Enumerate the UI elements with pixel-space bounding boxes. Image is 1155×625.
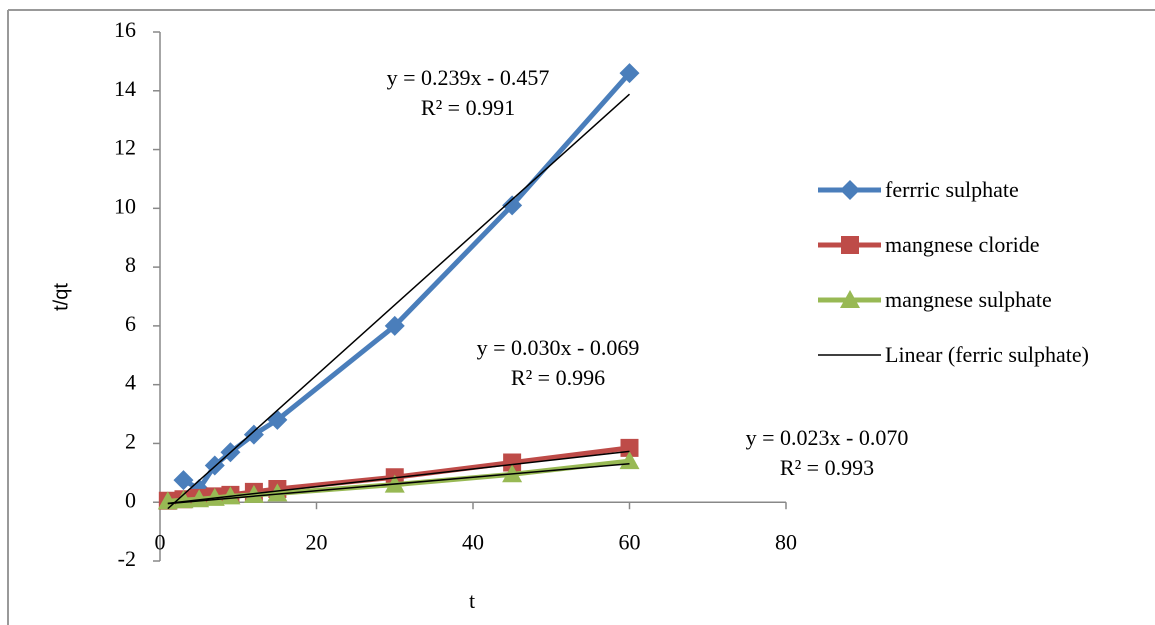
x-tick-label: 80 bbox=[775, 529, 797, 554]
data-point bbox=[173, 470, 194, 491]
annotation: y = 0.239x - 0.457 bbox=[387, 65, 550, 90]
legend-entry: Linear (ferric sulphate) bbox=[815, 337, 1135, 392]
legend-key bbox=[818, 236, 881, 254]
annotation: y = 0.030x - 0.069 bbox=[477, 335, 640, 360]
y-tick-label: 10 bbox=[114, 193, 136, 218]
x-tick-label: 60 bbox=[619, 529, 641, 554]
trendline bbox=[167, 462, 630, 505]
data-point bbox=[189, 489, 210, 508]
data-point bbox=[204, 487, 225, 506]
data-point bbox=[619, 63, 640, 84]
legend-key bbox=[818, 354, 881, 356]
annotation: R² = 0.996 bbox=[511, 365, 605, 390]
annotation: R² = 0.991 bbox=[421, 95, 515, 120]
legend-marker bbox=[840, 180, 860, 200]
y-tick-label: 2 bbox=[125, 428, 136, 453]
data-point bbox=[220, 486, 241, 505]
data-point bbox=[173, 490, 194, 509]
y-tick-label: 0 bbox=[125, 487, 136, 512]
legend-label: ferrric sulphate bbox=[885, 177, 1019, 202]
y-tick-label: -2 bbox=[118, 546, 136, 571]
legend-key bbox=[818, 180, 881, 200]
annotation: y = 0.023x - 0.070 bbox=[746, 425, 909, 450]
x-tick-label: 40 bbox=[462, 529, 484, 554]
legend: ferrric sulphate mangnese cloride mangnese… bbox=[815, 172, 1135, 392]
annotation: R² = 0.993 bbox=[780, 455, 874, 480]
x-axis-label: t bbox=[469, 588, 475, 613]
legend-label: mangnese sulphate bbox=[885, 287, 1052, 312]
y-tick-label: 16 bbox=[114, 17, 136, 42]
y-tick-label: 14 bbox=[114, 76, 136, 101]
x-tick-label: 20 bbox=[306, 529, 328, 554]
data-point bbox=[502, 195, 523, 216]
data-point bbox=[243, 424, 264, 445]
series-line bbox=[182, 71, 632, 492]
legend-label: Linear (ferric sulphate) bbox=[885, 342, 1089, 367]
legend-marker bbox=[841, 236, 859, 254]
y-tick-label: 8 bbox=[125, 252, 136, 277]
y-tick-label: 6 bbox=[125, 311, 136, 336]
trendline bbox=[167, 450, 630, 505]
y-tick-label: 4 bbox=[125, 370, 136, 395]
trendline bbox=[167, 93, 631, 510]
legend-entry: mangnese cloride bbox=[815, 227, 1135, 282]
legend-marker bbox=[840, 290, 860, 308]
legend-key bbox=[818, 290, 881, 308]
x-tick-label: 0 bbox=[155, 529, 166, 554]
legend-entry: ferrric sulphate bbox=[815, 172, 1135, 227]
data-point bbox=[267, 483, 288, 502]
data-point bbox=[503, 453, 522, 472]
y-tick-label: 12 bbox=[114, 135, 136, 160]
legend-label: mangnese cloride bbox=[885, 232, 1040, 257]
data-point bbox=[384, 315, 405, 336]
legend-entry: mangnese sulphate bbox=[815, 282, 1135, 337]
y-axis-label: t/qt bbox=[50, 283, 72, 311]
